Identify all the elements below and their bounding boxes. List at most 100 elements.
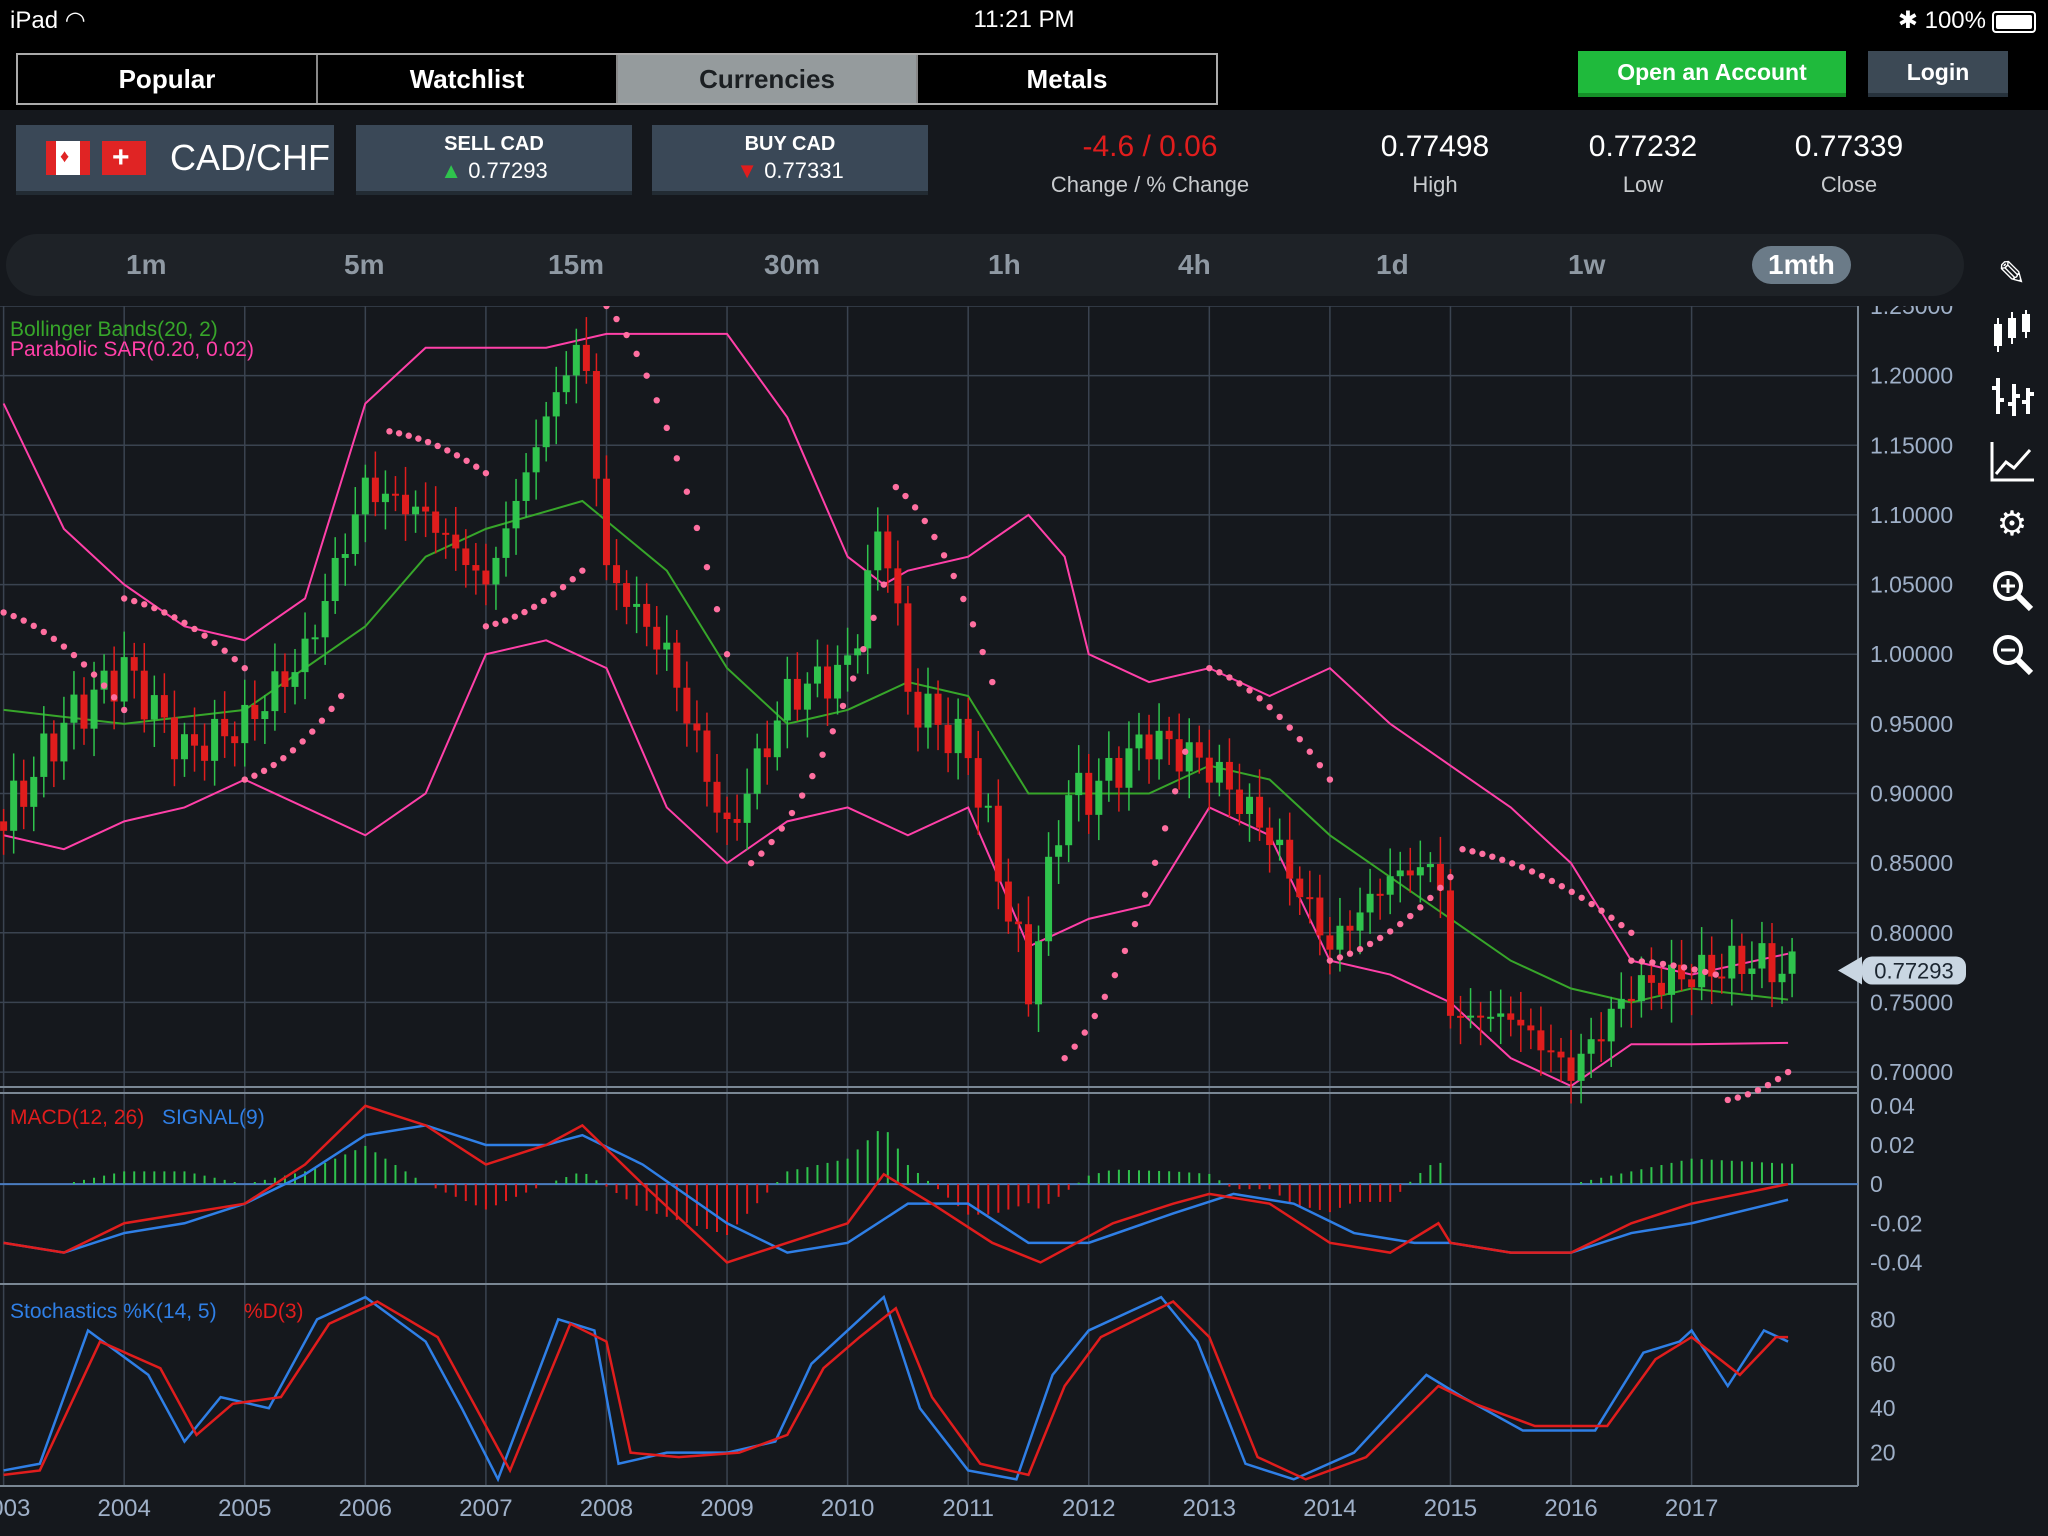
x-tick-label: 2008 (580, 1495, 633, 1522)
sar-dot (1246, 687, 1253, 694)
candle-body (1587, 1039, 1595, 1054)
candle-body (713, 781, 721, 813)
sar-dot (653, 397, 660, 404)
candle-body (663, 642, 671, 650)
sar-dot (1659, 960, 1667, 968)
candle-body (10, 780, 18, 831)
candle-body (241, 704, 249, 744)
timeframe-4h[interactable]: 4h (1178, 249, 1211, 280)
sar-dot (778, 825, 785, 832)
timeframe-30m[interactable]: 30m (764, 249, 821, 280)
price-tag (1862, 956, 1966, 985)
candlestick-icon[interactable] (1990, 310, 2034, 354)
sar-dot (395, 430, 403, 437)
tab-watchlist[interactable]: Watchlist (318, 55, 618, 103)
sar-dot (1670, 962, 1677, 969)
sar-dot (1071, 1043, 1078, 1050)
sar-dot (931, 533, 938, 541)
sar-dot (569, 576, 576, 583)
candle-body (753, 748, 761, 794)
candle-body (1296, 878, 1304, 898)
candle-body (1436, 863, 1444, 891)
gear-icon[interactable]: ⚙ (1996, 505, 2028, 543)
y-tick-label: 0.95000 (1870, 711, 1953, 737)
candle-body (30, 776, 38, 807)
zoom-in-icon[interactable] (1990, 568, 2034, 612)
sar-dot (60, 643, 68, 650)
currency-pair-selector[interactable]: ♦ + CAD/CHF (16, 125, 334, 195)
timeframe-1w[interactable]: 1w (1568, 249, 1606, 280)
buy-button[interactable]: BUY CAD ▼ 0.77331 (652, 125, 928, 195)
candle-body (542, 416, 550, 448)
sell-button[interactable]: SELL CAD ▲ 0.77293 (356, 125, 632, 195)
candle-body (1698, 954, 1706, 988)
candle-body (572, 344, 580, 376)
price-chart[interactable]: 2003 2004 2005 2006 2007 2008 2009 2010 2011 2012… (0, 306, 1976, 1536)
candle-body (1547, 1050, 1555, 1053)
status-right: ✱ 100% (1898, 6, 2036, 35)
sar-dot (1131, 920, 1139, 928)
sar-dot (1356, 945, 1364, 953)
candle-body (1346, 925, 1354, 931)
candle-body (723, 812, 731, 820)
open-account-button[interactable]: Open an Account (1578, 51, 1846, 97)
tab-metals[interactable]: Metals (918, 55, 1216, 103)
timeframe-1m[interactable]: 1m (126, 249, 167, 280)
x-tick-label: 2010 (821, 1495, 874, 1522)
timeframe-1h[interactable]: 1h (988, 249, 1021, 280)
sar-dot (969, 621, 977, 628)
x-tick-label: 2007 (459, 1495, 512, 1522)
ohlc-icon[interactable] (1990, 374, 2034, 418)
timeframe-15m[interactable]: 15m (548, 249, 605, 280)
candle-body (924, 693, 932, 728)
candle-body (562, 375, 570, 393)
candle-body (1396, 870, 1404, 877)
close-label: Close (1820, 172, 1878, 197)
candle-body (1145, 734, 1153, 760)
candle-body (1055, 845, 1063, 857)
candle-body (884, 531, 892, 569)
candle-body (1678, 964, 1686, 980)
sar-dot (1111, 971, 1119, 979)
change-value: -4.6 / 0.06 (1082, 130, 1218, 163)
candle-body (1286, 839, 1294, 879)
candle-body (803, 683, 811, 710)
sar-dot (492, 620, 499, 627)
candle-body (964, 718, 972, 759)
pencil-icon[interactable]: ✎ (1997, 255, 2027, 293)
change-label: Change / % Change (1050, 172, 1250, 197)
candle-body (683, 687, 691, 724)
sar-dot (70, 651, 78, 659)
sar-dot (211, 639, 218, 647)
candle-body (180, 734, 188, 760)
sar-dot (1608, 914, 1615, 921)
candle-body (512, 500, 520, 529)
sar-dot (1680, 964, 1688, 971)
candle-body (1718, 976, 1726, 979)
sar-dot (241, 776, 248, 783)
x-tick-label: 2015 (1424, 1495, 1477, 1522)
timeframe-1mth[interactable]: 1mth (1752, 246, 1851, 284)
candle-body (331, 557, 339, 602)
tab-popular[interactable]: Popular (18, 55, 318, 103)
timeframe-bar: 1m 5m 15m 30m 1h 4h 1d 1w 1mth (6, 234, 1964, 296)
timeframe-1d[interactable]: 1d (1376, 249, 1409, 280)
tab-currencies[interactable]: Currencies (618, 55, 918, 103)
sar-dot (10, 612, 17, 620)
y-tick-label: 1.00000 (1870, 641, 1953, 667)
sar-dot (633, 350, 640, 358)
sar-dot (559, 583, 567, 591)
sar-dot (1701, 968, 1709, 976)
candle-body (1627, 998, 1635, 1002)
sell-price-row: ▲ 0.77293 (356, 158, 632, 184)
bollinger-legend: Bollinger Bands(20, 2) (10, 318, 218, 341)
line-chart-icon[interactable] (1990, 440, 2034, 484)
candle-body (1527, 1025, 1535, 1031)
candle-body (1728, 945, 1736, 979)
login-button[interactable]: Login (1868, 51, 2008, 97)
zoom-out-icon[interactable] (1990, 632, 2034, 676)
candle-body (351, 514, 359, 555)
candle-body (321, 601, 329, 638)
candle-body (1446, 890, 1454, 1016)
timeframe-5m[interactable]: 5m (344, 249, 385, 280)
